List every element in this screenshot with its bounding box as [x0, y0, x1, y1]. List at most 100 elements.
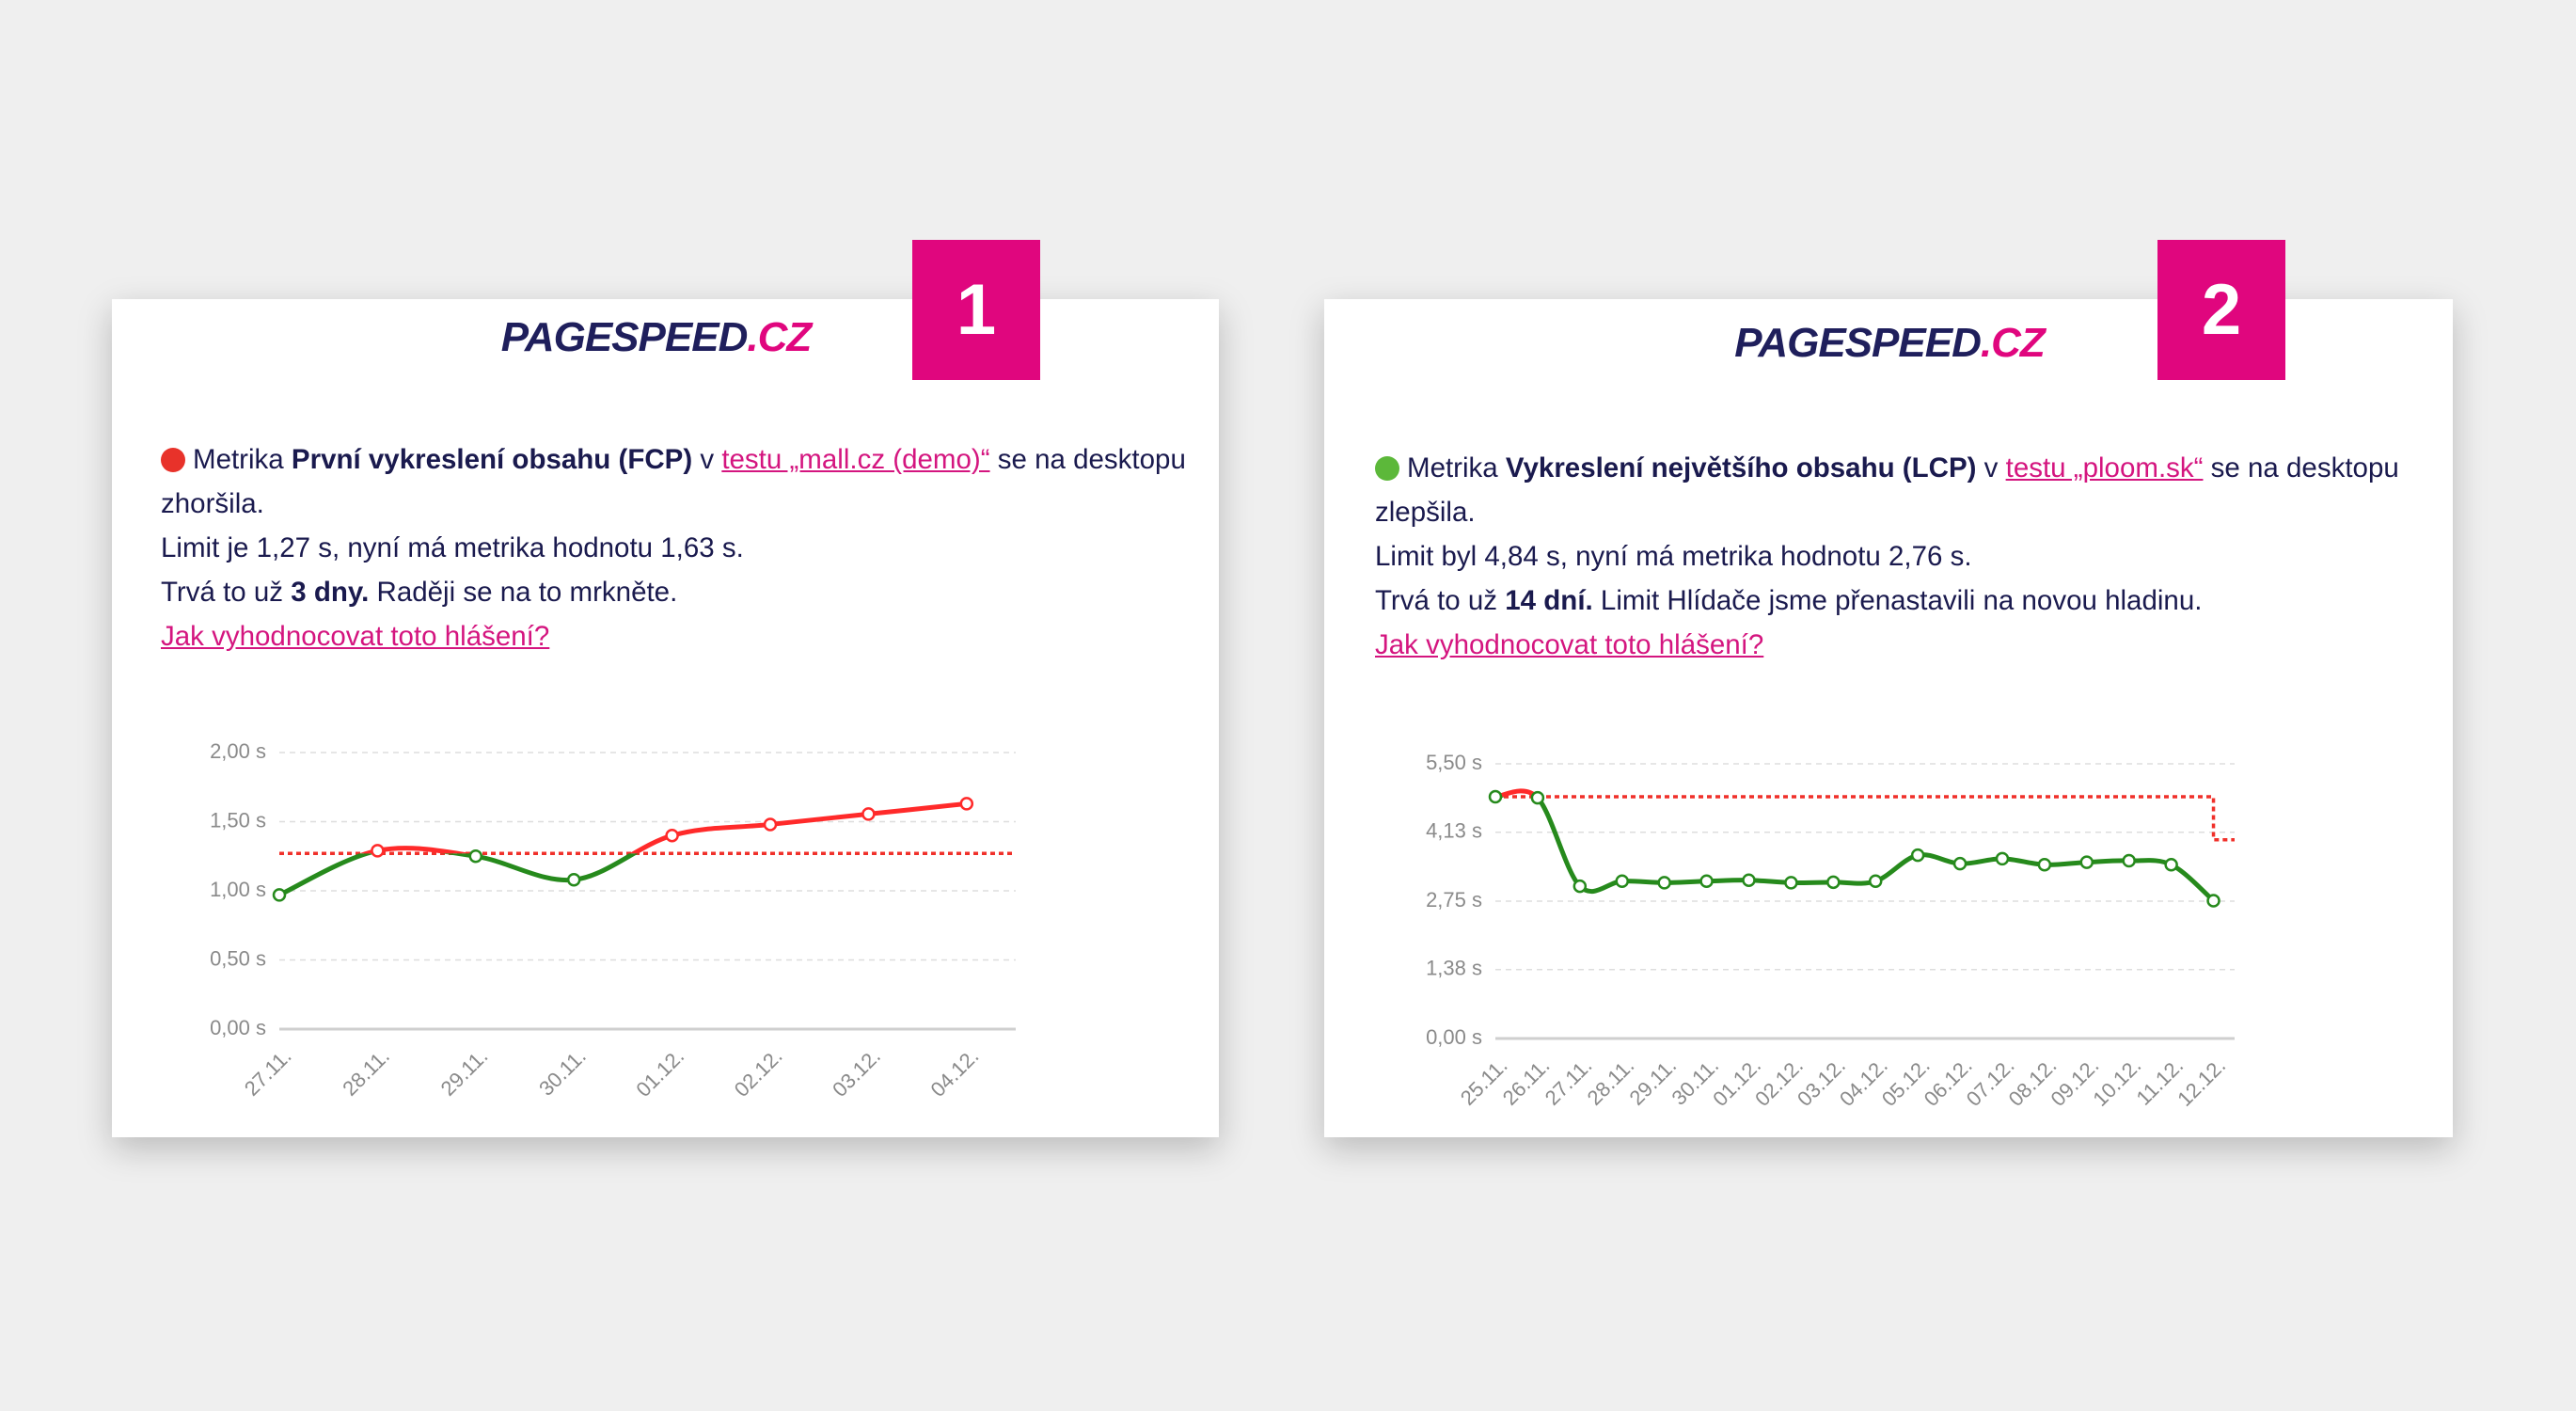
x-tick-label: 09.12. — [2047, 1054, 2104, 1111]
badge: 1 — [912, 240, 1040, 380]
logo: PAGESPEED.CZ — [1326, 320, 2453, 367]
point — [1910, 848, 1925, 863]
y-tick-label: 1,38 s — [1426, 957, 1482, 980]
text: se na desktopu zhoršila. — [161, 444, 1186, 519]
x-tick-label: 12.12. — [2173, 1054, 2230, 1111]
badge: 2 — [2157, 240, 2285, 380]
notification-card: 1 PAGESPEED.CZ Metrika První vykreslení … — [112, 240, 1219, 1137]
point — [1868, 874, 1883, 889]
status-dot — [1375, 456, 1399, 481]
x-tick-label: 27.11. — [240, 1044, 296, 1101]
x-tick-label: 10.12. — [2088, 1054, 2145, 1111]
x-tick-label: 02.12. — [1750, 1054, 1808, 1111]
text: Limit Hlídače jsme přenastavili na novou… — [1592, 585, 2203, 616]
point — [468, 849, 483, 864]
chart: 0,00 s 1,38 s 2,75 s 4,13 s 5,50 s 25.11.26.1… — [1426, 751, 2235, 1111]
x-tick-label: 06.12. — [1920, 1054, 1977, 1111]
text: se na desktopu zlepšila. — [1375, 452, 2399, 528]
x-tick-label: 05.12. — [1877, 1054, 1935, 1111]
text: v — [692, 444, 722, 475]
test-link[interactable]: testu „mall.cz (demo)“ — [721, 444, 990, 475]
point — [1615, 874, 1629, 889]
y-tick-label: 2,75 s — [1426, 888, 1482, 912]
line — [277, 853, 968, 897]
point — [2037, 857, 2052, 872]
point — [1699, 874, 1714, 889]
point — [1657, 876, 1671, 890]
logo-main: PAGESPEED — [500, 314, 749, 360]
point — [1826, 875, 1841, 890]
chart: 0,00 s 0,50 s 1,00 s 1,50 s 2,00 s 27.11. 28.1… — [210, 739, 1016, 1102]
limit-line: Limit byl 4,84 s, nyní má metrika hodnot… — [1375, 541, 1972, 572]
text: v — [1976, 452, 2006, 484]
help-link[interactable]: Jak vyhodnocovat toto hlášení? — [161, 621, 550, 652]
x-tick-label: 29.11. — [1625, 1054, 1682, 1110]
point — [2206, 894, 2220, 908]
x-tick-label: 03.12. — [828, 1044, 885, 1102]
point — [1995, 851, 2010, 866]
point — [1952, 856, 1968, 871]
text: Raději se na to mrkněte. — [369, 577, 678, 608]
x-tick-label: 28.11. — [1583, 1054, 1639, 1110]
x-tick-label: 02.12. — [730, 1044, 787, 1102]
y-tick-label: 2,00 s — [210, 739, 266, 763]
duration-line: Trvá to už 14 dní. Limit Hlídače jsme př… — [1375, 579, 2419, 623]
x-tick-label: 01.12. — [1708, 1054, 1765, 1111]
message: Metrika Vykreslení největšího obsahu (LC… — [1375, 446, 2419, 667]
point — [371, 844, 385, 858]
duration: 3 dny. — [291, 577, 370, 608]
help-link[interactable]: Jak vyhodnocovat toto hlášení? — [1375, 629, 1764, 660]
y-tick-label: 1,50 s — [210, 808, 266, 832]
x-tick-label: 29.11. — [436, 1044, 493, 1101]
text: Metrika — [1407, 452, 1506, 484]
point — [1784, 876, 1798, 890]
line-above-limit — [277, 801, 968, 854]
y-tick-label: 0,00 s — [1426, 1025, 1482, 1049]
limit-line — [1495, 795, 2235, 842]
point — [861, 807, 876, 821]
point — [1742, 873, 1756, 887]
x-tick-label: 04.12. — [1835, 1054, 1892, 1111]
text: Trvá to už — [1375, 585, 1506, 616]
x-tick-label: 26.11. — [1498, 1054, 1555, 1110]
point — [1572, 879, 1588, 894]
point — [763, 817, 778, 832]
notification-card: 2 PAGESPEED.CZ Metrika Vykreslení největ… — [1324, 240, 2453, 1137]
point — [959, 797, 974, 811]
x-tick-label: 03.12. — [1793, 1054, 1850, 1111]
x-tick-label: 07.12. — [1962, 1054, 2019, 1111]
point — [2122, 853, 2136, 868]
status-dot — [161, 448, 185, 472]
y-tick-label: 0,00 s — [210, 1016, 266, 1039]
point — [2164, 857, 2178, 872]
text: Trvá to už — [161, 577, 292, 608]
x-tick-label: 04.12. — [926, 1044, 984, 1102]
y-tick-label: 1,00 s — [210, 878, 266, 901]
logo: PAGESPEED.CZ — [93, 314, 1219, 361]
metric: Vykreslení největšího obsahu (LCP) — [1505, 452, 1977, 484]
x-tick-label: 28.11. — [338, 1044, 394, 1101]
x-tick-label: 01.12. — [631, 1044, 688, 1102]
x-tick-label: 25.11. — [1456, 1054, 1512, 1110]
test-link[interactable]: testu „ploom.sk“ — [2005, 452, 2204, 484]
duration-line: Trvá to už 3 dny. Raději se na to mrknět… — [161, 570, 1186, 614]
x-tick-label: 27.11. — [1541, 1054, 1597, 1110]
text: Metrika — [193, 444, 292, 475]
x-tick-label: 30.11. — [534, 1044, 591, 1101]
point — [272, 888, 287, 902]
point — [566, 872, 581, 887]
logo-suffix: .CZ — [747, 314, 812, 360]
y-tick-label: 4,13 s — [1426, 819, 1482, 843]
point — [2079, 855, 2094, 869]
x-tick-label: 08.12. — [2004, 1054, 2062, 1111]
message-line: Metrika Vykreslení největšího obsahu (LC… — [1375, 446, 2419, 534]
line — [1494, 797, 2216, 903]
message: Metrika První vykreslení obsahu (FCP) v … — [161, 437, 1186, 658]
logo-main: PAGESPEED — [1734, 320, 1982, 366]
y-tick-label: 0,50 s — [210, 946, 266, 970]
point — [1530, 790, 1545, 805]
logo-suffix: .CZ — [1980, 320, 2046, 366]
point — [665, 828, 679, 843]
point — [1488, 789, 1503, 804]
